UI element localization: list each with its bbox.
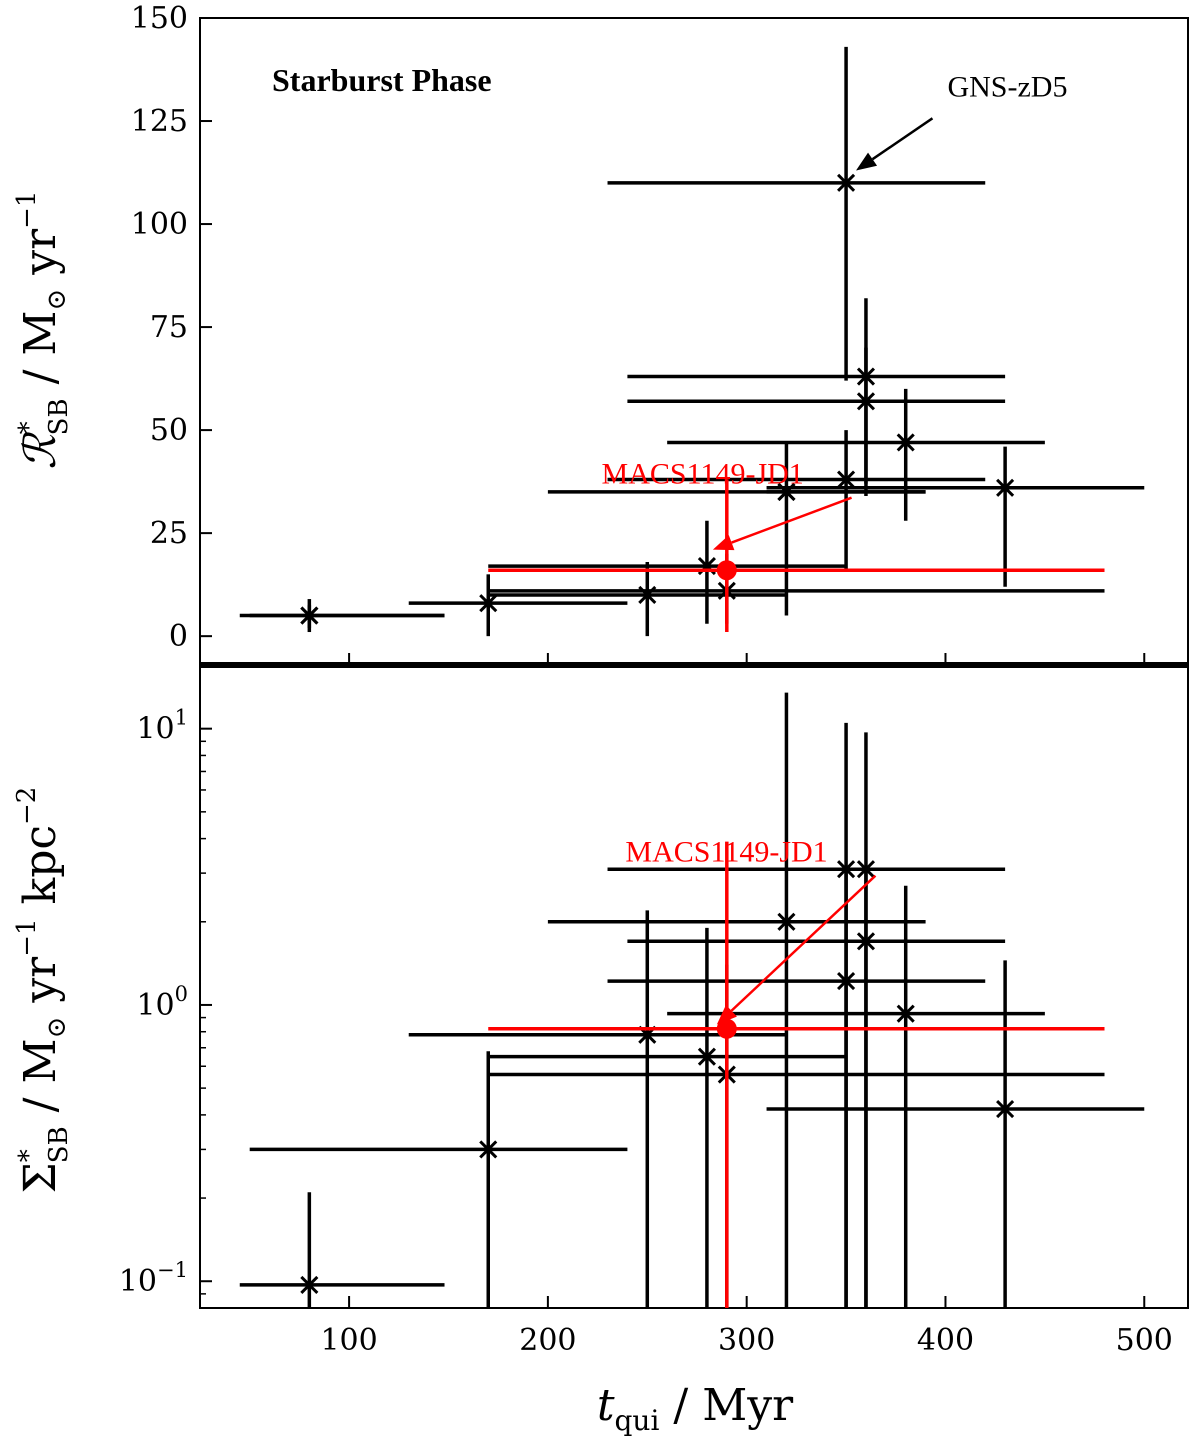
y-tick-label: 10−1 <box>119 1258 188 1299</box>
panel-title: Starburst Phase <box>272 62 492 98</box>
plot-frame <box>199 664 1189 1309</box>
point-marker <box>697 1047 716 1066</box>
y-tick-label: 0 <box>169 619 188 654</box>
y-tick-label: 101 <box>136 706 188 747</box>
point-marker <box>837 470 856 489</box>
highlight-marker <box>716 1018 737 1039</box>
bottom-ylabel: Σ*SB / M⊙ yr−1 kpc−2 <box>12 787 74 1194</box>
point-marker <box>996 1099 1015 1119</box>
x-axis-label: tqui / Myr <box>597 1380 794 1437</box>
annotation-arrowhead <box>712 535 735 551</box>
annotation-label: MACS1149-JD1 <box>625 836 827 869</box>
annotation-arrow <box>730 874 877 1012</box>
x-tick-label: 500 <box>1116 1323 1173 1358</box>
point-marker <box>896 1004 915 1023</box>
point-marker <box>300 1275 319 1294</box>
y-tick-label: 100 <box>136 982 188 1023</box>
point-marker <box>856 392 876 411</box>
y-tick-label: 25 <box>150 516 188 551</box>
annotation-label: GNS-zD5 <box>947 70 1067 103</box>
point-marker <box>837 173 856 192</box>
annotation-arrowhead <box>856 152 878 171</box>
point-marker <box>479 1140 498 1159</box>
y-tick-label: 100 <box>131 207 188 242</box>
x-tick-label: 400 <box>917 1323 974 1358</box>
point-marker <box>837 972 856 991</box>
point-marker <box>300 606 319 625</box>
x-tick-label: 200 <box>519 1323 576 1358</box>
y-tick-label: 125 <box>131 104 188 139</box>
point-marker <box>777 912 796 931</box>
annotation-arrowhead <box>716 1004 737 1025</box>
annotation-arrow <box>731 496 852 544</box>
y-tick-label: 75 <box>150 310 188 345</box>
y-tick-label: 50 <box>150 413 188 448</box>
top-panel: 0 25 50 75 100 125 150 GNS-zD5 MACS1149-JD1 <box>131 1 1189 666</box>
point-marker <box>856 860 876 879</box>
x-tick-label: 100 <box>320 1323 377 1358</box>
point-marker <box>896 433 915 452</box>
x-tick-label: 300 <box>718 1323 775 1358</box>
point-marker <box>479 594 498 613</box>
point-marker <box>856 932 876 951</box>
annotation-label: MACS1149-JD1 <box>602 458 804 491</box>
point-marker <box>777 482 796 501</box>
y-tick-label: 150 <box>131 1 188 36</box>
highlight-marker <box>716 560 737 581</box>
bottom-panel: 10−1 100 101 100 200 300 400 500 MACS1149-JD1 <box>119 664 1189 1358</box>
annotation-arrow <box>871 117 934 161</box>
point-marker <box>996 478 1015 497</box>
plot-frame <box>199 17 1189 666</box>
top-ylabel: ℛ*SB / M⊙ yr−1 <box>12 191 74 470</box>
